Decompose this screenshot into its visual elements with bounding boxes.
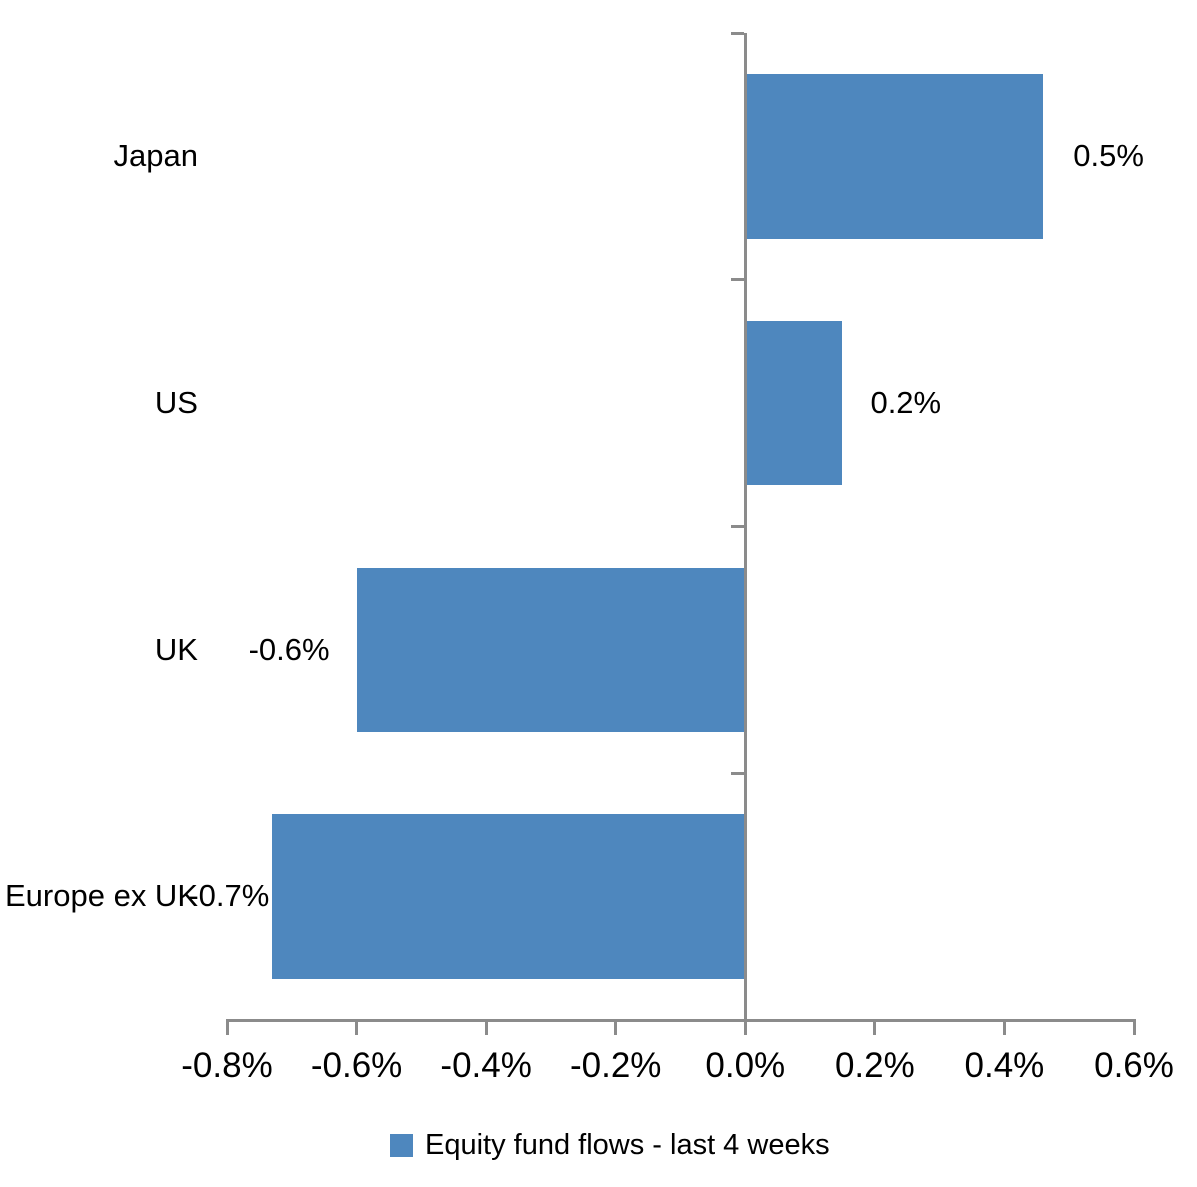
value-label: -0.6%	[248, 631, 330, 667]
x-axis-line	[225, 1018, 1136, 1022]
x-axis-tick	[1132, 1021, 1136, 1035]
category-axis-tick	[730, 525, 744, 528]
y-axis-line	[743, 33, 747, 1020]
x-axis-tick-label: 0.6%	[1094, 1046, 1174, 1085]
category-axis-tick	[730, 771, 744, 775]
bar	[356, 567, 746, 733]
x-axis-tick	[1002, 1021, 1006, 1035]
category-label: Europe ex UK	[5, 878, 198, 914]
bar	[745, 74, 1044, 239]
legend-label: Equity fund flows - last 4 weeks	[425, 1129, 830, 1161]
bar	[272, 814, 746, 979]
value-label: -0.7%	[188, 878, 270, 914]
x-axis-tick-label: 0.4%	[964, 1046, 1045, 1085]
x-axis-tick-label: 0.0%	[705, 1046, 786, 1085]
x-axis-tick-label: -0.2%	[569, 1046, 662, 1085]
category-label: US	[154, 384, 198, 420]
category-label: Japan	[113, 138, 198, 173]
x-axis-tick-label: -0.8%	[181, 1046, 273, 1085]
x-axis-tick	[743, 1021, 747, 1035]
value-label: 0.5%	[1073, 138, 1144, 173]
x-axis-tick	[484, 1021, 488, 1035]
x-axis-tick	[614, 1021, 618, 1035]
bar	[745, 320, 843, 486]
category-axis-tick	[730, 278, 744, 282]
x-axis-tick	[355, 1021, 359, 1035]
x-axis-tick-label: 0.2%	[834, 1046, 915, 1085]
legend: Equity fund flows - last 4 weeks	[390, 1129, 830, 1162]
value-label: 0.2%	[870, 384, 942, 420]
legend-color-swatch	[390, 1134, 413, 1157]
category-label: UK	[154, 631, 198, 667]
category-axis-tick	[730, 31, 744, 35]
x-axis-tick	[873, 1021, 877, 1035]
x-axis-tick-label: -0.4%	[440, 1046, 532, 1085]
x-axis-tick-label: -0.6%	[310, 1046, 403, 1085]
x-axis-tick	[225, 1021, 229, 1035]
